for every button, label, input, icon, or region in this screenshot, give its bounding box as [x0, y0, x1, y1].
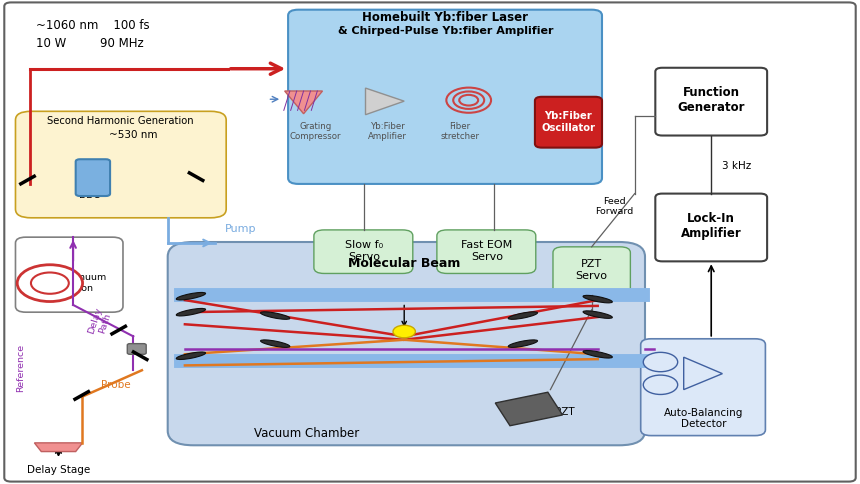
- Text: Fast EOM
Servo: Fast EOM Servo: [461, 240, 513, 261]
- Text: Yb:Fiber
Oscillator: Yb:Fiber Oscillator: [542, 111, 595, 133]
- Text: Grating
Compressor: Grating Compressor: [290, 122, 341, 141]
- Text: Feed
Forward: Feed Forward: [595, 197, 633, 216]
- Text: −: −: [654, 355, 666, 369]
- Text: Probe: Probe: [101, 380, 131, 390]
- FancyBboxPatch shape: [127, 344, 146, 354]
- Text: Yb:Fiber
Amplifier: Yb:Fiber Amplifier: [368, 122, 408, 141]
- Text: & Chirped-Pulse Yb:fiber Amplifier: & Chirped-Pulse Yb:fiber Amplifier: [338, 27, 553, 36]
- Text: Delay Stage: Delay Stage: [27, 465, 90, 475]
- Text: Pump: Pump: [225, 225, 257, 234]
- FancyBboxPatch shape: [437, 230, 536, 273]
- Ellipse shape: [508, 312, 538, 319]
- Circle shape: [17, 265, 83, 302]
- FancyBboxPatch shape: [655, 68, 767, 136]
- Ellipse shape: [176, 292, 206, 300]
- Text: 3 kHz: 3 kHz: [722, 161, 752, 170]
- Text: Vacuum Chamber: Vacuum Chamber: [254, 427, 359, 439]
- Polygon shape: [366, 88, 404, 115]
- Text: PZT
Servo: PZT Servo: [575, 259, 608, 281]
- Text: BBO: BBO: [79, 190, 101, 199]
- Text: +: +: [654, 378, 666, 392]
- FancyBboxPatch shape: [535, 97, 602, 148]
- FancyBboxPatch shape: [655, 194, 767, 261]
- Text: PZT: PZT: [519, 402, 538, 411]
- FancyBboxPatch shape: [76, 159, 110, 196]
- Ellipse shape: [508, 340, 538, 348]
- Text: Lock-In
Amplifier: Lock-In Amplifier: [681, 212, 741, 240]
- Circle shape: [643, 352, 678, 372]
- Text: Delay
Path: Delay Path: [86, 306, 114, 338]
- Ellipse shape: [176, 352, 206, 360]
- Text: Auto-Balancing
Detector: Auto-Balancing Detector: [664, 408, 743, 429]
- Text: Reference: Reference: [16, 344, 25, 392]
- Text: Second Harmonic Generation: Second Harmonic Generation: [47, 116, 194, 126]
- Ellipse shape: [583, 350, 612, 358]
- Polygon shape: [495, 392, 562, 426]
- FancyBboxPatch shape: [641, 339, 765, 436]
- FancyBboxPatch shape: [288, 10, 602, 184]
- Circle shape: [393, 325, 415, 338]
- Ellipse shape: [261, 312, 290, 319]
- Polygon shape: [34, 443, 83, 452]
- Text: Molecular Beam: Molecular Beam: [348, 257, 460, 270]
- Text: Fiber
stretcher: Fiber stretcher: [440, 122, 480, 141]
- Ellipse shape: [583, 295, 612, 303]
- FancyBboxPatch shape: [168, 242, 645, 445]
- Polygon shape: [684, 357, 722, 390]
- Text: 10 W         90 MHz: 10 W 90 MHz: [36, 37, 144, 50]
- Polygon shape: [285, 91, 322, 114]
- FancyBboxPatch shape: [15, 111, 226, 218]
- Ellipse shape: [176, 308, 206, 316]
- Text: ~530 nm: ~530 nm: [109, 130, 157, 139]
- Text: PZT: PZT: [555, 408, 574, 417]
- Text: Supercontinuum
Generation: Supercontinuum Generation: [28, 273, 106, 293]
- Text: Function
Generator: Function Generator: [678, 86, 745, 114]
- Text: Homebuilt Yb:fiber Laser: Homebuilt Yb:fiber Laser: [362, 12, 529, 24]
- Text: ~1060 nm    100 fs: ~1060 nm 100 fs: [36, 19, 150, 31]
- FancyBboxPatch shape: [15, 237, 123, 312]
- FancyBboxPatch shape: [553, 247, 630, 295]
- Text: +: +: [698, 369, 707, 378]
- Ellipse shape: [583, 311, 612, 318]
- Circle shape: [643, 375, 678, 394]
- Text: Slow f₀
Servo: Slow f₀ Servo: [345, 240, 383, 261]
- FancyBboxPatch shape: [314, 230, 413, 273]
- Ellipse shape: [261, 340, 290, 348]
